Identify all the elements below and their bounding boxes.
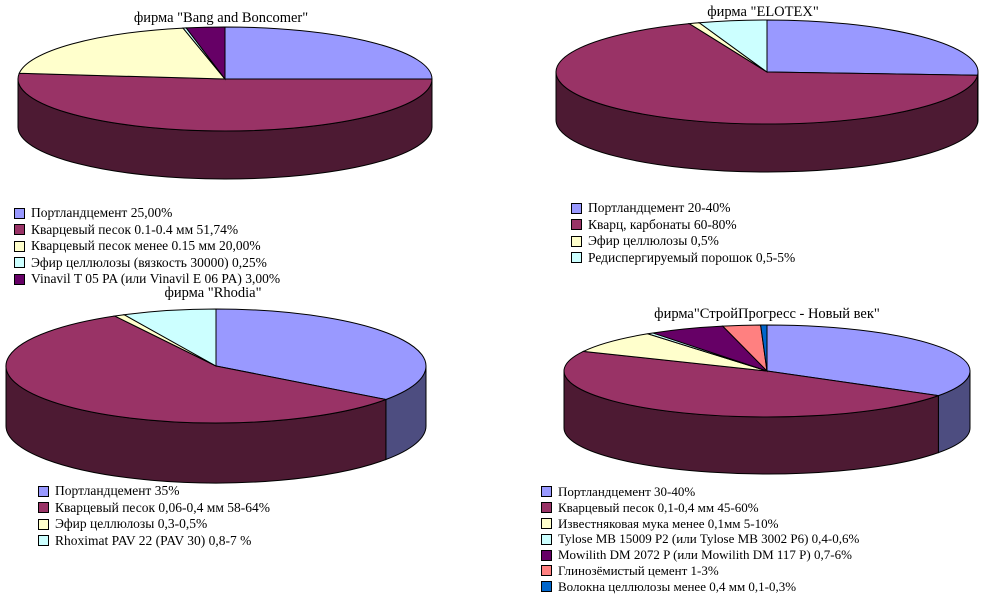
legend-label: Эфир целлюлозы (вязкость 30000) 0,25% <box>31 254 267 270</box>
legend-swatch <box>541 581 552 593</box>
legend-rhodia: Портландцемент 35% Кварцевый песок 0,06-0… <box>38 483 270 549</box>
pie-slice-1 <box>563 350 939 418</box>
legend-label: Глинозёмистый цемент 1-3% <box>558 562 719 578</box>
legend-item: Портландцемент 30-40% <box>541 484 859 500</box>
legend-label: Кварцевый песок менее 0.15 мм 20,00% <box>31 238 261 253</box>
legend-item: Кварцевый песок 0,06-0,4 мм 58-64% <box>38 500 270 517</box>
pie-slice-1 <box>5 315 388 424</box>
legend-label: Tylose MB 15009 P2 (или Tylose MB 3002 P… <box>558 531 860 547</box>
legend-item: Портландцемент 35% <box>38 483 270 500</box>
pie-slice-2 <box>581 333 768 372</box>
legend-swatch <box>14 257 25 269</box>
legend-item: Кварц, карбонаты 60-80% <box>571 217 795 234</box>
legend-swatch <box>38 485 49 497</box>
legend-swatch <box>541 517 552 529</box>
legend-swatch <box>541 486 552 498</box>
legend-swatch <box>541 502 552 514</box>
legend-swatch <box>38 518 49 530</box>
pie-slice-1 <box>555 23 979 125</box>
legend-item: Tylose MB 15009 P2 (или Tylose MB 3002 P… <box>541 531 859 547</box>
legend-swatch <box>14 240 25 252</box>
pie-chart-stroyprogress: фирма"СтройПрогресс - Новый век" <box>563 306 971 475</box>
pie-chart-rhodia: фирма "Rhodia" <box>5 285 427 484</box>
chart-title: фирма "Bang and Boncomer" <box>134 10 308 26</box>
legend-swatch <box>14 224 25 236</box>
legend-item: Портландцемент 20-40% <box>571 200 795 217</box>
pie-slice-0 <box>215 308 427 401</box>
legend-label: Портландцемент 25,00% <box>31 205 173 220</box>
pie-chart-bang-and-boncomer: фирма "Bang and Boncomer" <box>17 10 433 180</box>
legend-item: Кварцевый песок менее 0.15 мм 20,00% <box>14 238 280 255</box>
pie-slice-1 <box>17 72 433 132</box>
legend-item: Эфир целлюлозы (вязкость 30000) 0,25% <box>14 255 280 272</box>
legend-item: Mowilith DM 2072 P (или Mowilith DM 117 … <box>541 547 859 563</box>
legend-stroyprogress: Портландцемент 30-40% Кварцевый песок 0,1… <box>541 484 859 595</box>
legend-label: Портландцемент 35% <box>55 483 180 498</box>
legend-item: Волокна целлюлозы менее 0,4 мм 0,1-0,3% <box>541 579 859 595</box>
legend-swatch <box>14 207 25 219</box>
legend-item: Rhoximat PAV 22 (PAV 30) 0,8-7 % <box>38 533 270 550</box>
legend-swatch <box>38 535 49 547</box>
legend-label: Эфир целлюлозы 0,5% <box>588 233 719 248</box>
chart-title: фирма "ELOTEX" <box>707 4 819 20</box>
legend-swatch <box>541 533 552 545</box>
legend-item: Кварцевый песок 0,1-0,4 мм 45-60% <box>541 500 859 516</box>
pie-slice-4 <box>185 26 226 81</box>
pie-chart-elotex: фирма "ELOTEX" <box>555 4 979 173</box>
pie-slice-0 <box>766 19 979 76</box>
legend-item: Глинозёмистый цемент 1-3% <box>541 563 859 579</box>
legend-bang-and-boncomer: Портландцемент 25,00% Кварцевый песок 0.1… <box>14 205 280 288</box>
legend-item: Редиспергируемый порошок 0,5-5% <box>571 250 795 267</box>
legend-label: Кварц, карбонаты 60-80% <box>588 216 737 232</box>
legend-swatch <box>571 252 582 264</box>
pie-slice-2 <box>18 27 227 80</box>
legend-item: Известняковая мука менее 0,1мм 5-10% <box>541 516 859 532</box>
legend-swatch <box>541 565 552 577</box>
legend-swatch <box>571 219 582 231</box>
legend-item: Эфир целлюлозы 0,5% <box>571 233 795 250</box>
legend-label: Портландцемент 30-40% <box>558 484 696 499</box>
legend-label: Известняковая мука менее 0,1мм 5-10% <box>558 515 779 531</box>
legend-swatch <box>541 549 552 561</box>
legend-label: Портландцемент 20-40% <box>588 200 731 215</box>
chart-title: фирма "Rhodia" <box>164 285 261 301</box>
pie-slice-3 <box>122 308 217 367</box>
chart-title: фирма"СтройПрогресс - Новый век" <box>654 306 880 322</box>
legend-swatch <box>38 502 49 514</box>
legend-label: Эфир целлюлозы 0,3-0,5% <box>55 516 208 531</box>
legend-swatch <box>571 202 582 214</box>
legend-label: Rhoximat PAV 22 (PAV 30) 0,8-7 % <box>55 532 252 548</box>
legend-item: Эфир целлюлозы 0,3-0,5% <box>38 516 270 533</box>
legend-swatch <box>14 273 25 285</box>
legend-label: Mowilith DM 2072 P (или Mowilith DM 117 … <box>558 547 852 563</box>
legend-item: Vinavil T 05 PA (или Vinavil E 06 PA) 3,… <box>14 271 280 288</box>
legend-elotex: Портландцемент 20-40% Кварц, карбонаты 60… <box>571 200 795 266</box>
legend-label: Кварцевый песок 0,1-0,4 мм 45-60% <box>558 499 759 515</box>
legend-item: Кварцевый песок 0.1-0.4 мм 51,74% <box>14 222 280 239</box>
pie-slice-6 <box>760 324 768 372</box>
legend-label: Кварцевый песок 0,06-0,4 мм 58-64% <box>55 499 271 515</box>
legend-label: Кварцевый песок 0.1-0.4 мм 51,74% <box>31 221 239 237</box>
legend-label: Редиспергируемый порошок 0,5-5% <box>588 249 796 265</box>
legend-label: Vinavil T 05 PA (или Vinavil E 06 PA) 3,… <box>31 271 281 286</box>
legend-label: Волокна целлюлозы менее 0,4 мм 0,1-0,3% <box>558 578 797 594</box>
pie-slice-3 <box>697 19 768 73</box>
pie-slice-0 <box>224 26 433 80</box>
legend-swatch <box>571 235 582 247</box>
legend-item: Портландцемент 25,00% <box>14 205 280 222</box>
